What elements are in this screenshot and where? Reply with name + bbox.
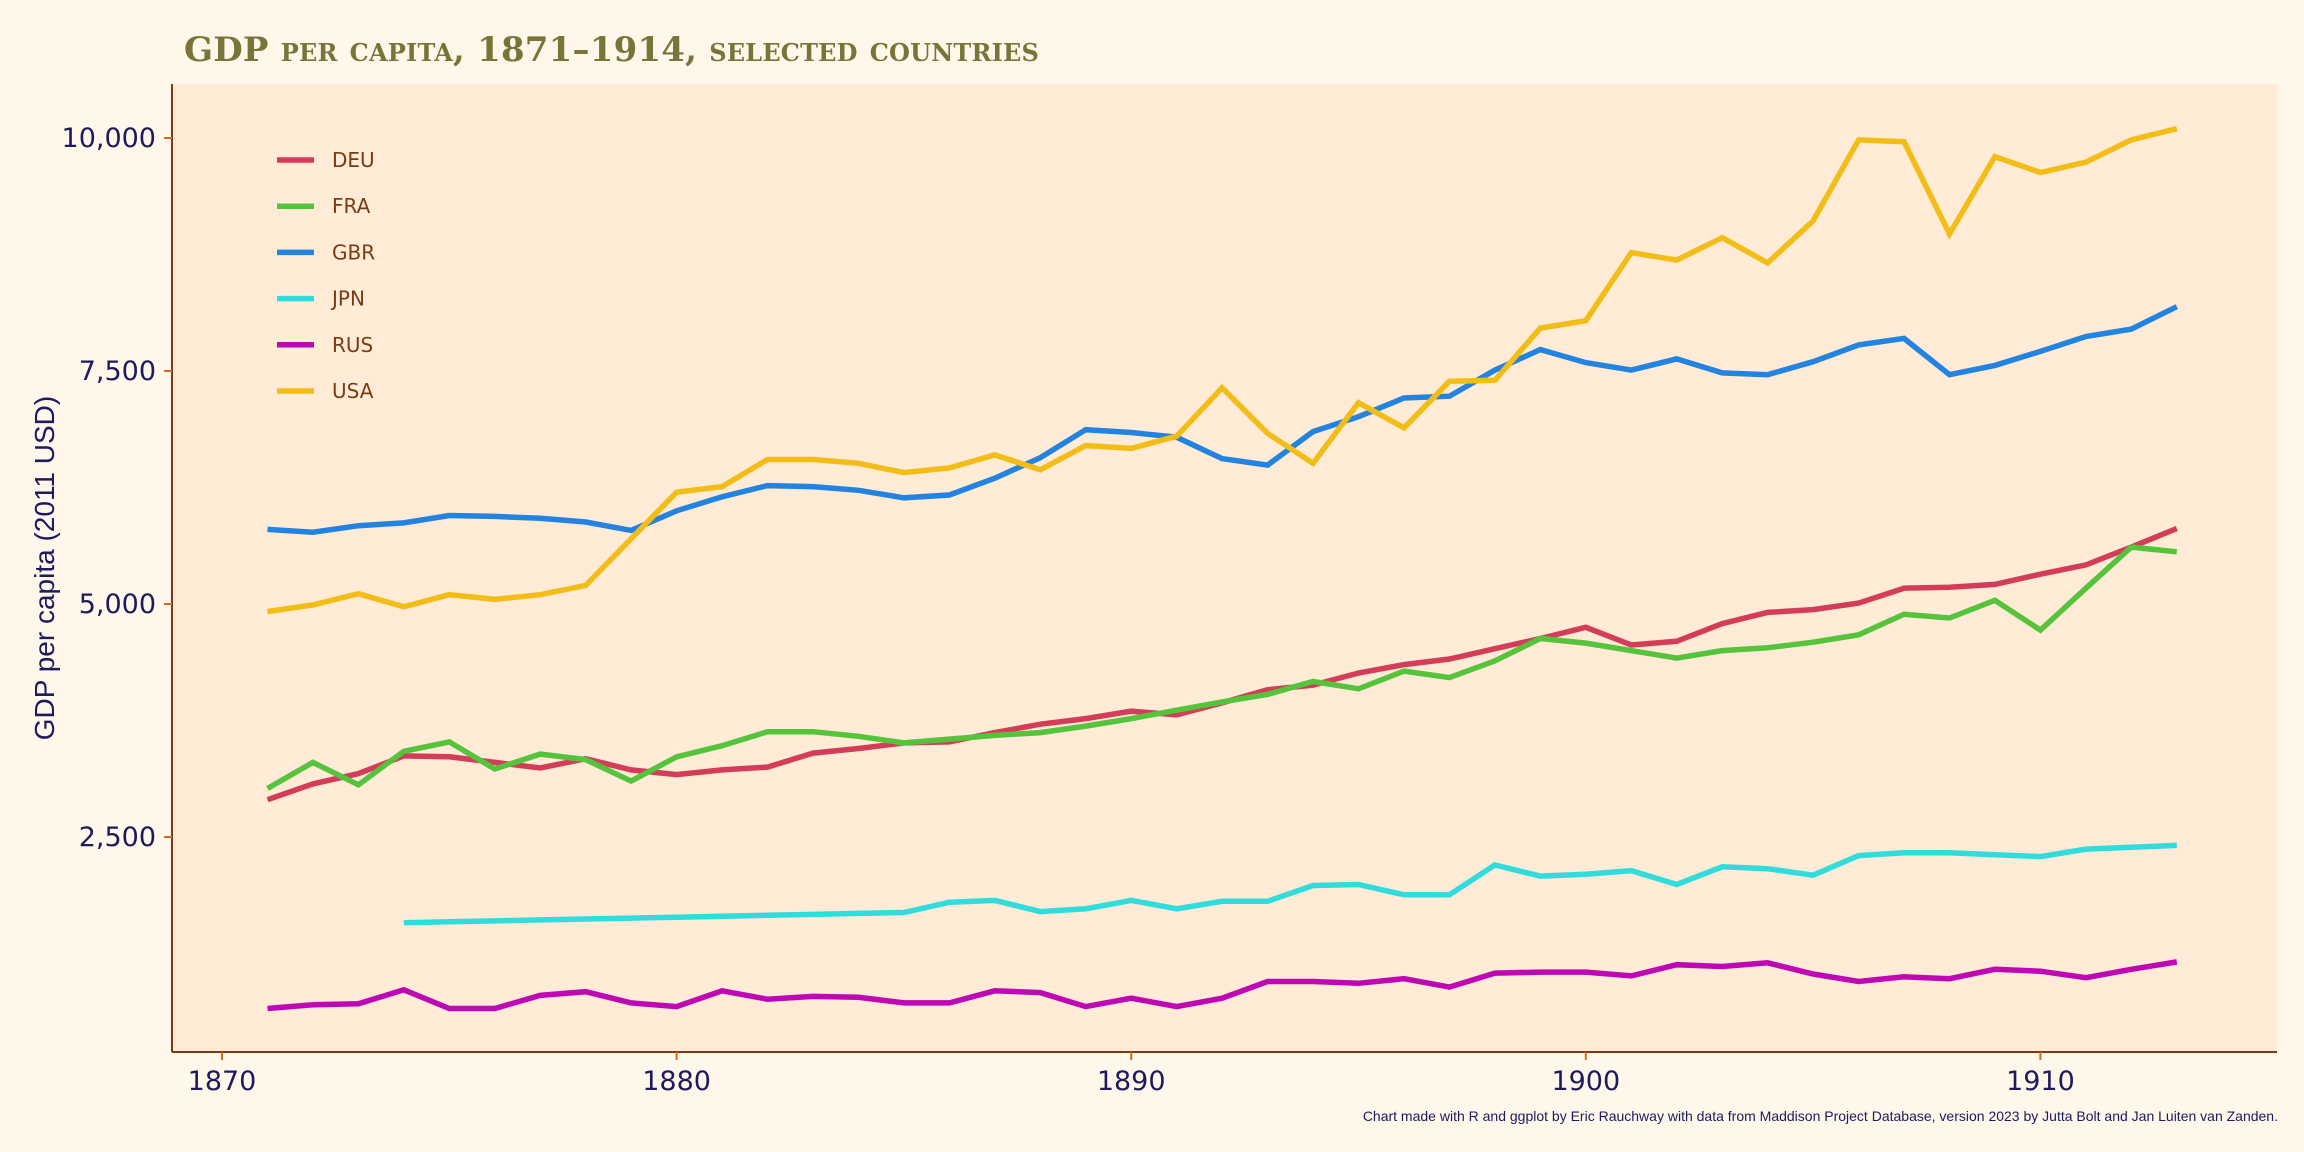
legend-label: DEU (332, 148, 375, 172)
chart-title: GDP per capita, 1871–1914, selected coun… (184, 30, 1040, 70)
y-tick-label: 10,000 (62, 123, 156, 154)
y-axis: 2,500 5,000 7,500 10,000 (62, 123, 172, 853)
legend: DEU FRA GBR JPN RUS USA (277, 148, 375, 403)
legend-item-jpn: JPN (277, 287, 365, 311)
y-tick-label: 5,000 (79, 589, 156, 620)
legend-label: USA (332, 379, 374, 403)
x-tick-label: 1890 (1097, 1066, 1166, 1097)
x-tick-label: 1910 (2006, 1066, 2075, 1097)
y-tick-label: 7,500 (79, 356, 156, 387)
legend-item-rus: RUS (277, 333, 373, 357)
legend-item-usa: USA (277, 379, 374, 403)
y-axis-title: GDP per capita (2011 USD) (29, 396, 60, 740)
chart-caption: Chart made with R and ggplot by Eric Rau… (1362, 1108, 2278, 1124)
legend-label: JPN (330, 287, 365, 311)
x-axis: 1870 1880 1890 1900 1910 (188, 1052, 2075, 1097)
series-line-jpn (403, 842, 2177, 926)
legend-item-deu: DEU (277, 148, 375, 172)
y-tick-label: 2,500 (79, 822, 156, 853)
x-tick-label: 1900 (1551, 1066, 1620, 1097)
legend-label: FRA (332, 194, 371, 218)
x-tick-label: 1880 (642, 1066, 711, 1097)
plot-panel (172, 84, 2277, 1052)
series-line-gbr (267, 304, 2179, 535)
legend-label: GBR (332, 240, 375, 264)
legend-label: RUS (332, 333, 373, 357)
series-line-fra (266, 544, 2178, 791)
legend-item-gbr: GBR (277, 240, 375, 264)
series-line-rus (267, 959, 2178, 1012)
series-layer (266, 126, 2179, 1012)
series-line-usa (267, 126, 2178, 615)
legend-item-fra: FRA (277, 194, 371, 218)
x-tick-label: 1870 (188, 1066, 257, 1097)
